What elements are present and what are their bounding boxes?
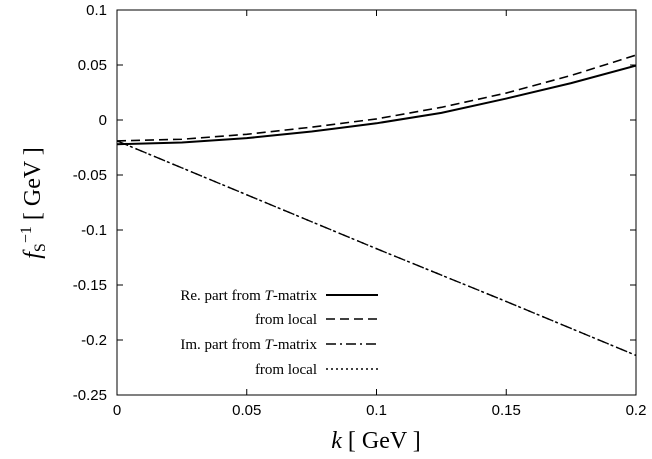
x-tick-label: 0.2	[626, 402, 647, 419]
series-line-1	[116, 64, 637, 146]
y-tick-label: -0.1	[81, 222, 107, 239]
legend-label-4: from local	[255, 362, 317, 378]
y-tick-label: 0	[99, 112, 107, 129]
x-tick-label: 0.15	[492, 402, 521, 419]
y-axis-title: fS−1 [ GeV ]	[18, 147, 49, 258]
y-tick-label: -0.15	[73, 277, 107, 294]
legend: Re. part from T-matrix from local Im. part…	[180, 288, 378, 378]
legend-label-3: Im. part from T-matrix	[180, 337, 317, 353]
series-group	[116, 54, 637, 357]
legend-label-2: from local	[255, 312, 317, 328]
y-tick-label: -0.25	[73, 387, 107, 404]
series-line-2	[116, 54, 637, 142]
legend-label-1: Re. part from T-matrix	[180, 288, 317, 304]
x-tick-label: 0.05	[232, 402, 261, 419]
series-line-4	[116, 140, 637, 357]
x-tick-label: 0	[113, 402, 121, 419]
axis-ticks: 0 0.05 0.1 0.15 0.2 0.1 0.05 0 -0.05 -0.1 -0.15 -0.…	[73, 2, 647, 419]
y-tick-label: -0.2	[81, 332, 107, 349]
x-tick-label: 0.1	[366, 402, 387, 419]
y-tick-label: -0.05	[73, 167, 107, 184]
x-axis-title: k [ GeV ]	[331, 428, 421, 454]
y-tick-label: 0.05	[78, 57, 107, 74]
y-tick-label: 0.1	[86, 2, 107, 19]
